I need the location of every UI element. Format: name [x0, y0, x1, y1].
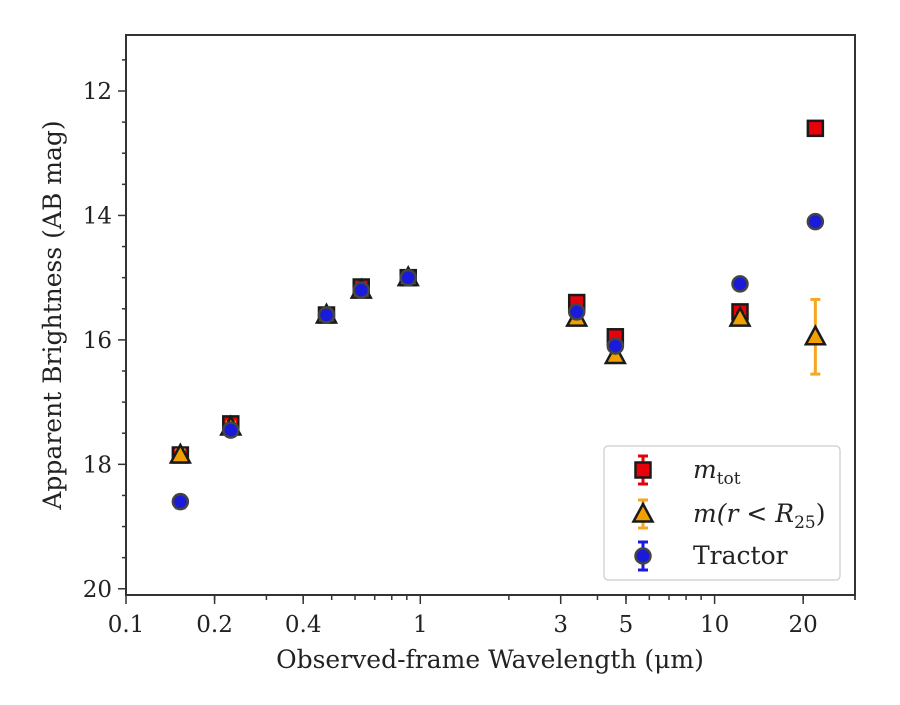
legend-m-r-r25-label: m(r < R25): [693, 499, 825, 533]
tractor-point: [222, 421, 240, 439]
y-tick-label: 14: [83, 203, 112, 229]
x-tick-label: 20: [789, 612, 818, 638]
x-axis-label: Observed-frame Wavelength (μm): [276, 645, 704, 674]
legend-m-tot-marker: [634, 461, 652, 479]
m-r-r25-point: [168, 442, 192, 464]
legend-tractor-label: Tractor: [693, 541, 788, 570]
y-tick-label: 12: [83, 79, 112, 105]
legend-box: [603, 445, 841, 581]
x-tick-label: 1: [413, 612, 428, 638]
data-points: [168, 119, 827, 511]
x-tick-label: 10: [700, 612, 729, 638]
legend-tractor-marker: [634, 547, 652, 565]
tractor-point: [352, 281, 370, 299]
x-tick-label: 0.2: [196, 612, 233, 638]
x-tick-label: 3: [553, 612, 568, 638]
legend-m-tot-label: mtot: [693, 455, 741, 489]
tractor-point: [399, 268, 417, 287]
tractor-point: [567, 303, 586, 321]
legend: mtot m(r < R25) Tractor: [603, 445, 841, 581]
x-tick-label: 5: [619, 612, 634, 638]
axis-ticks: 0.1 0.2 0.4 1 3 5 10 20 12 14 16 18 20: [83, 59, 856, 638]
m-r-r25-point: [803, 324, 827, 346]
y-tick-label: 18: [83, 452, 112, 478]
tractor-point: [806, 212, 825, 231]
m-tot-point: [806, 119, 825, 138]
plot-frame: [125, 34, 856, 596]
tractor-point: [731, 275, 749, 293]
tractor-point: [606, 337, 625, 355]
m-r-r25-point: [728, 305, 752, 327]
y-tick-label: 16: [83, 328, 112, 354]
x-tick-label: 0.4: [285, 612, 322, 638]
legend-m-r-r25-marker: [631, 501, 655, 523]
tractor-point: [317, 306, 336, 324]
tractor-point: [171, 492, 190, 511]
x-tick-label: 0.1: [108, 612, 145, 638]
y-tick-label: 20: [83, 577, 112, 603]
y-axis-label: Apparent Brightness (AB mag): [38, 120, 67, 510]
